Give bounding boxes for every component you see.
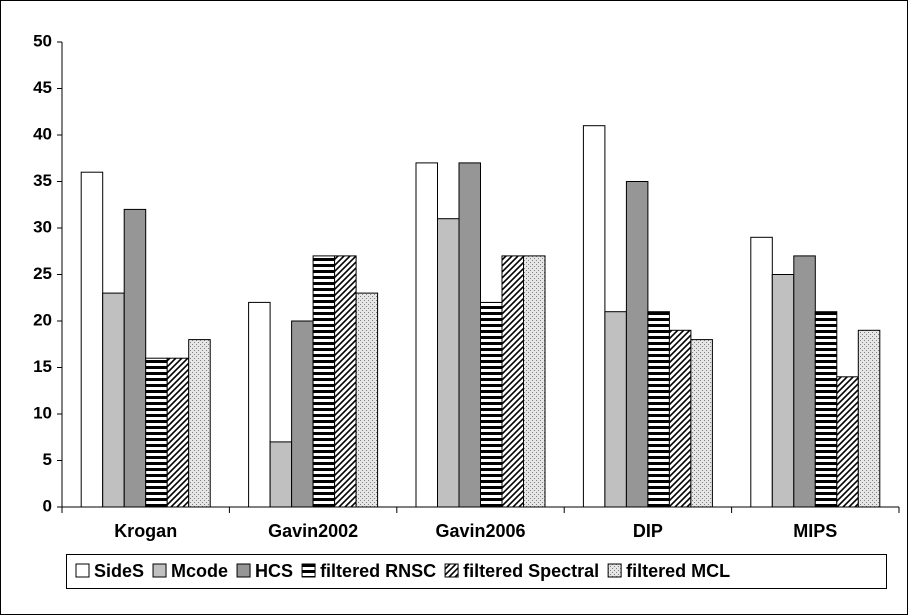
y-tick-label: 45 [33,78,52,97]
x-tick-label: Gavin2002 [268,521,358,541]
bar [690,339,713,508]
bar [188,339,211,508]
legend-swatch [236,563,251,578]
legend-label: filtered RNSC [320,561,436,581]
legend-swatch [444,563,459,578]
y-tick-label: 0 [43,496,52,515]
legend-swatch [301,563,316,578]
bar [582,125,606,508]
bar [123,208,147,508]
legend-box [66,554,887,589]
bar [248,301,271,508]
bar [523,255,546,508]
bar [625,181,649,508]
y-tick-label: 15 [33,357,52,376]
bar [269,441,293,508]
bar [836,376,859,508]
legend-swatch [75,563,90,578]
y-tick-label: 25 [33,264,52,283]
bar [814,311,838,508]
legend-label: filtered MCL [626,561,730,581]
bar [437,218,460,508]
bar [857,329,881,508]
bar [793,255,816,508]
bar [145,357,168,508]
legend-label: Mcode [171,561,228,581]
bar [501,255,524,508]
y-tick-label: 5 [43,450,52,469]
bar [291,320,314,508]
legend-swatch [152,563,167,578]
bar [647,311,670,508]
bar [750,236,773,508]
x-tick-label: MIPS [793,521,837,541]
bar [771,274,795,508]
bar [102,292,125,508]
legend-label: HCS [255,561,293,581]
bar [166,357,190,508]
x-tick-label: Krogan [114,521,177,541]
bar [458,162,481,508]
y-tick-label: 35 [33,171,52,190]
bar [80,171,104,508]
y-tick-label: 50 [33,31,52,50]
bar [668,329,692,508]
legend-label: filtered Spectral [463,561,599,581]
y-tick-label: 20 [33,310,52,329]
y-tick-label: 10 [33,403,52,422]
y-tick-label: 30 [33,217,52,236]
bar [415,162,438,508]
bar [480,301,503,508]
legend-label: SideS [94,561,144,581]
bar [312,255,336,508]
bar [334,255,357,508]
x-tick-label: Gavin2006 [435,521,525,541]
x-tick-label: DIP [633,521,663,541]
bar [604,311,627,508]
y-tick-label: 40 [33,124,52,143]
legend-swatch [607,563,622,578]
bar [355,292,379,508]
